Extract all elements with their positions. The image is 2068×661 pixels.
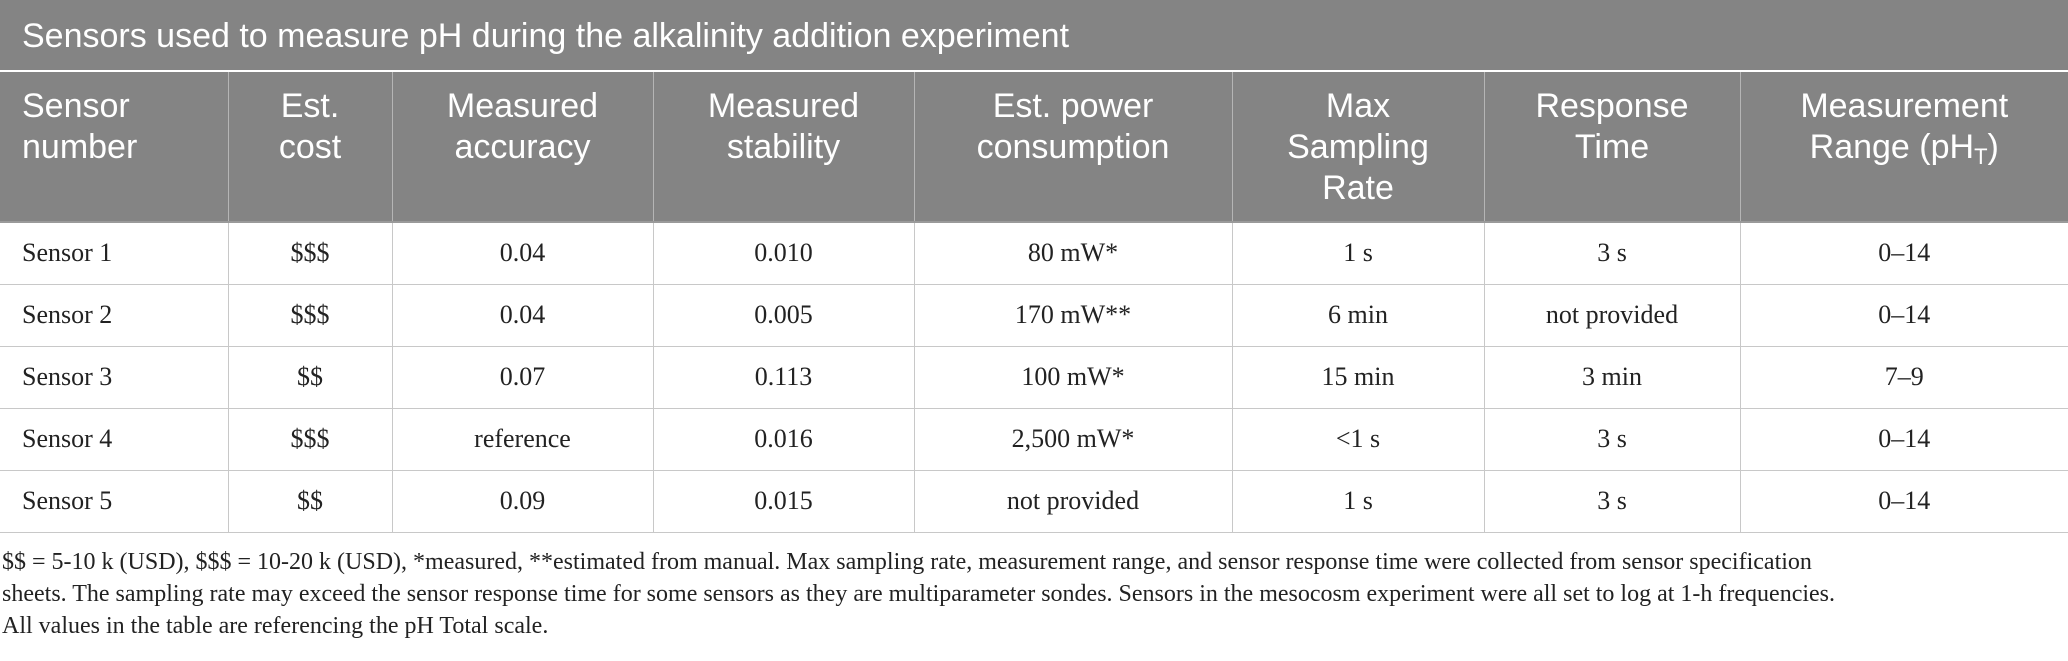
table-cell: 3 s (1484, 408, 1741, 471)
header-measurement-range: Measurement Range (pHT) (1740, 72, 2068, 222)
footnote-line: $$ = 5-10 k (USD), $$$ = 10-20 k (USD), … (2, 549, 1812, 575)
table-cell: 0.005 (653, 284, 915, 347)
header-row: Sensor number Est. cost Measured accuracy M… (0, 72, 2068, 222)
header-text: stability (726, 128, 841, 166)
header-text: Time (1574, 128, 1650, 166)
footnote-line: All values in the table are referencing … (2, 613, 549, 639)
footnote-line: sheets. The sampling rate may exceed the… (2, 581, 1836, 607)
table-cell: 0.016 (653, 408, 915, 471)
header-text: Rate (1322, 169, 1394, 207)
data-table: Sensor number Est. cost Measured accuracy M… (0, 72, 2068, 533)
table-cell: 1 s (1232, 221, 1485, 285)
table-cell: 0.015 (653, 470, 915, 533)
table-cell: Sensor 5 (0, 470, 229, 533)
table-row: Sensor 1 $$$ 0.04 0.010 80 mW* 1 s 3 s 0… (0, 221, 2068, 285)
header-text: ) (1987, 128, 1999, 166)
header-text: Est. (280, 87, 340, 125)
table-cell: 7–9 (1740, 346, 2068, 409)
table-cell: 0.010 (653, 221, 915, 285)
table-cell: 6 min (1232, 284, 1485, 347)
header-measured-stability: Measured stability (653, 72, 915, 222)
table-cell: 80 mW* (914, 221, 1233, 285)
header-text: Response (1535, 87, 1689, 125)
table-row: Sensor 4 $$$ reference 0.016 2,500 mW* <… (0, 408, 2068, 471)
table-cell: 0.09 (392, 470, 654, 533)
table-cell: 0–14 (1740, 221, 2068, 285)
table-title: Sensors used to measure pH during the al… (0, 0, 2068, 72)
table-cell: $$$ (228, 408, 393, 471)
table-cell: 3 s (1484, 221, 1741, 285)
table-cell: 15 min (1232, 346, 1485, 409)
header-text: Sensor (22, 87, 130, 125)
table-cell: 170 mW** (914, 284, 1233, 347)
header-text: Measured (707, 87, 860, 125)
header-text: cost (278, 128, 342, 166)
header-est-cost: Est. cost (228, 72, 393, 222)
header-power-consumption: Est. power consumption (914, 72, 1233, 222)
header-measured-accuracy: Measured accuracy (392, 72, 654, 222)
table-cell: Sensor 2 (0, 284, 229, 347)
table-cell: Sensor 1 (0, 221, 229, 285)
table-cell: $$ (228, 346, 393, 409)
header-sensor-number: Sensor number (0, 72, 229, 222)
table-cell: 0–14 (1740, 470, 2068, 533)
table-footnote: $$ = 5-10 k (USD), $$$ = 10-20 k (USD), … (0, 546, 2042, 642)
table-cell: not provided (1484, 284, 1741, 347)
sensor-table: Sensors used to measure pH during the al… (0, 0, 2068, 533)
table-cell: 0–14 (1740, 408, 2068, 471)
table-cell: Sensor 4 (0, 408, 229, 471)
header-text: accuracy (454, 128, 591, 166)
table-cell: 0.04 (392, 284, 654, 347)
header-text: Sampling (1287, 128, 1429, 166)
table-cell: $$ (228, 470, 393, 533)
table-row: Sensor 5 $$ 0.09 0.015 not provided 1 s … (0, 470, 2068, 533)
table-cell: 2,500 mW* (914, 408, 1233, 471)
table-cell: 0–14 (1740, 284, 2068, 347)
table-row: Sensor 2 $$$ 0.04 0.005 170 mW** 6 min n… (0, 284, 2068, 347)
header-text: Measured (446, 87, 599, 125)
table-cell: 0.113 (653, 346, 915, 409)
table-cell: 3 s (1484, 470, 1741, 533)
header-text: consumption (976, 128, 1170, 166)
table-row: Sensor 3 $$ 0.07 0.113 100 mW* 15 min 3 … (0, 346, 2068, 409)
header-response-time: Response Time (1484, 72, 1741, 222)
header-sampling-rate: Max Sampling Rate (1232, 72, 1485, 222)
table-cell: 0.07 (392, 346, 654, 409)
table-cell: 100 mW* (914, 346, 1233, 409)
table-cell: 1 s (1232, 470, 1485, 533)
table-cell: 0.04 (392, 221, 654, 285)
header-text: Measurement (1800, 87, 2009, 125)
header-text: Range (pH (1809, 128, 1975, 166)
table-cell: $$$ (228, 221, 393, 285)
table-cell: $$$ (228, 284, 393, 347)
table-cell: Sensor 3 (0, 346, 229, 409)
header-subscript: T (1974, 144, 1988, 169)
header-text: Est. power (992, 87, 1154, 125)
header-text: number (22, 128, 138, 166)
table-cell: <1 s (1232, 408, 1485, 471)
table-cell: reference (392, 408, 654, 471)
header-text: Max (1325, 87, 1391, 125)
table-cell: 3 min (1484, 346, 1741, 409)
table-cell: not provided (914, 470, 1233, 533)
